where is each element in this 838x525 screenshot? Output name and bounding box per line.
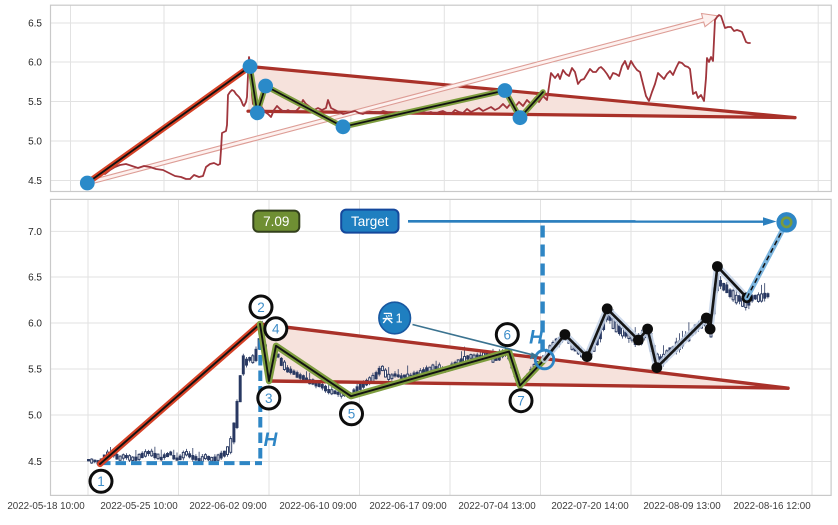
- svg-text:4: 4: [272, 322, 280, 337]
- svg-text:2022-06-02 09:00: 2022-06-02 09:00: [189, 501, 267, 512]
- svg-text:2022-07-20 14:00: 2022-07-20 14:00: [551, 501, 629, 512]
- svg-text:6.5: 6.5: [28, 19, 42, 30]
- svg-text:H: H: [264, 430, 279, 451]
- svg-text:2022-07-04 13:00: 2022-07-04 13:00: [458, 501, 536, 512]
- svg-text:2: 2: [257, 300, 265, 315]
- svg-text:2022-08-16 12:00: 2022-08-16 12:00: [733, 501, 811, 512]
- svg-text:6.0: 6.0: [28, 319, 42, 330]
- svg-text:6: 6: [504, 327, 512, 342]
- svg-text:5.5: 5.5: [28, 365, 42, 376]
- svg-text:5: 5: [348, 407, 356, 422]
- svg-text:2022-05-18 10:00: 2022-05-18 10:00: [7, 501, 85, 512]
- svg-text:4.5: 4.5: [28, 176, 42, 187]
- svg-text:2022-06-10 09:00: 2022-06-10 09:00: [279, 501, 357, 512]
- svg-text:6.0: 6.0: [28, 58, 42, 69]
- svg-text:H: H: [529, 328, 544, 349]
- svg-text:7.0: 7.0: [28, 227, 42, 238]
- svg-text:7: 7: [517, 394, 525, 409]
- svg-text:3: 3: [265, 391, 273, 406]
- svg-text:2022-05-25 10:00: 2022-05-25 10:00: [100, 501, 178, 512]
- svg-text:4.5: 4.5: [28, 457, 42, 468]
- svg-text:5.0: 5.0: [28, 411, 42, 422]
- svg-text:2022-06-17 09:00: 2022-06-17 09:00: [369, 501, 447, 512]
- svg-text:1: 1: [97, 474, 105, 489]
- svg-text:2022-08-09 13:00: 2022-08-09 13:00: [643, 501, 721, 512]
- svg-text:Target: Target: [351, 214, 389, 229]
- svg-text:1: 1: [396, 312, 403, 326]
- svg-text:6.5: 6.5: [28, 273, 42, 284]
- svg-text:5.0: 5.0: [28, 137, 42, 148]
- svg-text:7.09: 7.09: [263, 214, 289, 229]
- svg-text:5.5: 5.5: [28, 97, 42, 108]
